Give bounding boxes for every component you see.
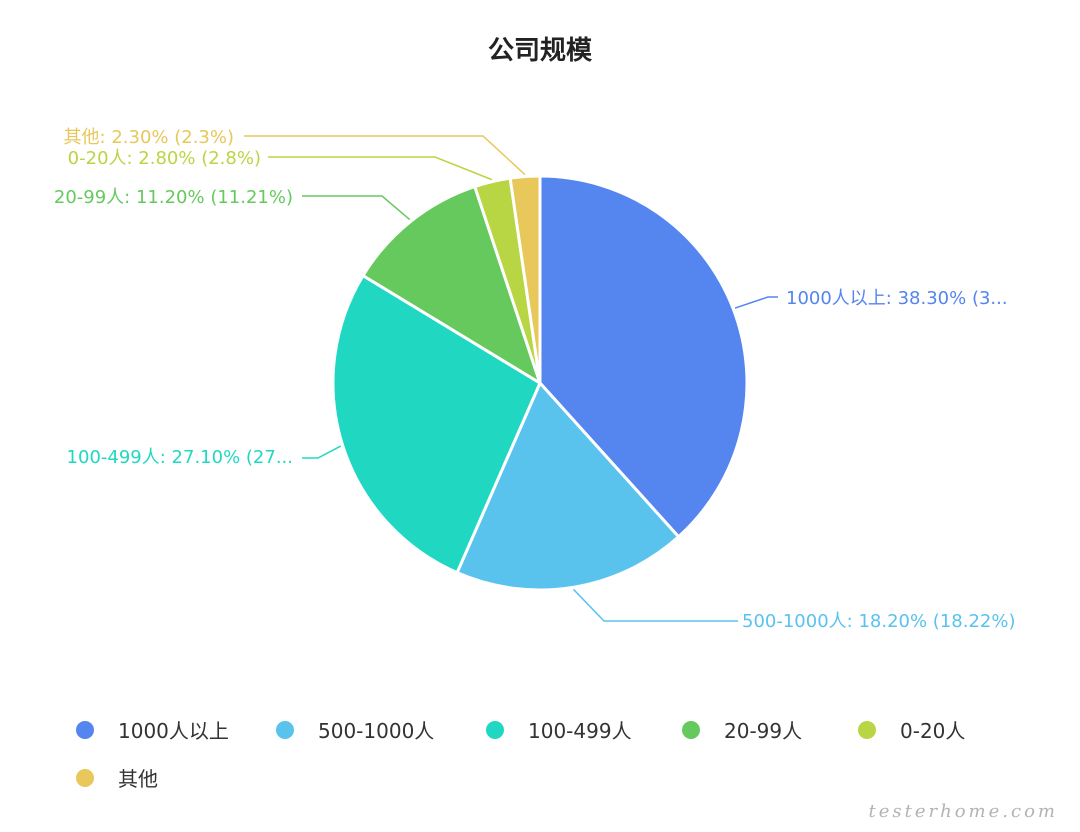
slice-label-0: 1000人以上: 38.30% (3... [786, 288, 1008, 309]
legend-item-2[interactable]: 100-499人 [486, 715, 632, 744]
legend-item-0[interactable]: 1000人以上 [76, 715, 229, 744]
legend-label: 1000人以上 [118, 719, 229, 743]
legend-dot-icon [276, 720, 294, 739]
slice-label-2: 100-499人: 27.10% (27... [67, 447, 293, 468]
legend-label: 100-499人 [528, 719, 632, 743]
slice-label-4: 0-20人: 2.80% (2.8%) [68, 148, 261, 169]
leader-line-4 [268, 156, 493, 181]
pie-slice-0[interactable] [538, 174, 749, 539]
legend-dot-icon [682, 720, 700, 739]
slice-label-1: 500-1000人: 18.20% (18.22%) [742, 611, 1015, 632]
pie-slice-3[interactable] [361, 185, 542, 385]
slice-label-5: 其他: 2.30% (2.3%) [64, 127, 234, 148]
leader-line-1 [572, 588, 738, 622]
watermark: testerhome.com [868, 801, 1058, 822]
legend-item-3[interactable]: 20-99人 [682, 715, 802, 744]
legend-item-1[interactable]: 500-1000人 [276, 715, 434, 744]
leader-line-0 [734, 296, 778, 309]
chart-title: 公司规模 [487, 36, 592, 66]
slice-label-3: 20-99人: 11.20% (11.21%) [54, 187, 293, 208]
legend-item-5[interactable]: 其他 [76, 763, 158, 792]
legend-label: 500-1000人 [318, 719, 435, 743]
legend-dot-icon [858, 720, 876, 739]
legend-label: 20-99人 [724, 719, 803, 743]
legend-label: 其他 [118, 767, 158, 791]
pie-slice-5[interactable] [508, 174, 542, 385]
legend-dot-icon [76, 768, 94, 787]
legend-dot-icon [76, 720, 94, 739]
legend-label: 0-20人 [900, 719, 966, 743]
pie-slice-1[interactable] [455, 381, 681, 592]
pie-slice-2[interactable] [331, 274, 542, 575]
leader-line-3 [302, 195, 411, 221]
leader-line-2 [302, 445, 342, 459]
legend-item-4[interactable]: 0-20人 [858, 715, 965, 744]
leader-line-5 [244, 135, 526, 176]
legend-dot-icon [486, 720, 504, 739]
